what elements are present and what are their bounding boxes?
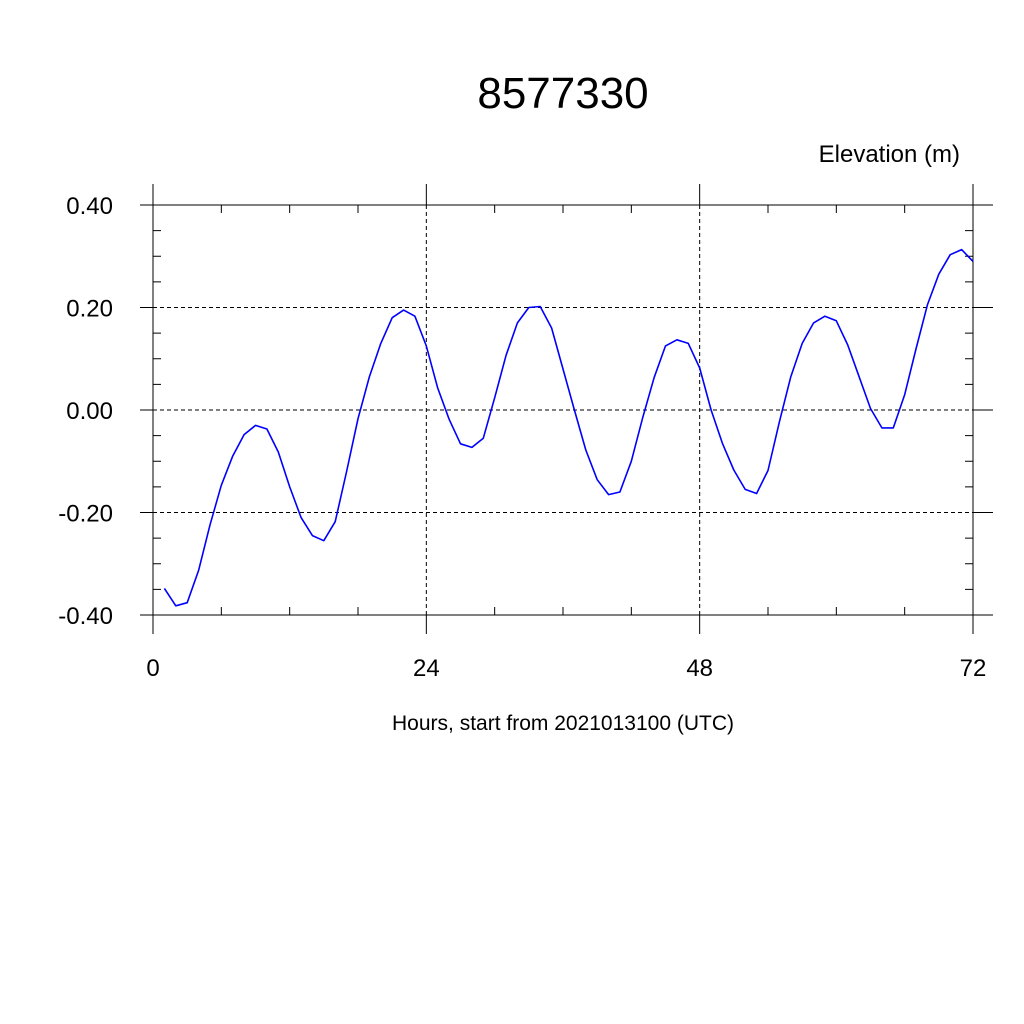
series-group	[163, 248, 974, 607]
x-tick-label: 48	[686, 655, 713, 682]
y-tick-label: -0.40	[58, 603, 113, 630]
plot-frame	[152, 184, 974, 634]
chart-title: 8577330	[477, 69, 648, 118]
axis-ticks	[140, 184, 993, 634]
x-axis-label: Hours, start from 2021013100 (UTC)	[392, 712, 734, 735]
y-tick-label: 0.40	[66, 193, 113, 220]
grid-lines	[152, 204, 974, 616]
y-axis-label: Elevation (m)	[819, 141, 960, 168]
tick-labels: -0.40 -0.20 0.00 0.20 0.40 0 24 48 72	[58, 193, 986, 682]
y-tick-label: 0.00	[66, 398, 113, 425]
y-tick-label: -0.20	[58, 501, 113, 528]
y-tick-label: 0.20	[66, 296, 113, 323]
elevation-series-line	[163, 248, 974, 607]
x-tick-label: 24	[413, 655, 440, 682]
x-tick-label: 72	[960, 655, 987, 682]
x-tick-label: 0	[146, 655, 159, 682]
